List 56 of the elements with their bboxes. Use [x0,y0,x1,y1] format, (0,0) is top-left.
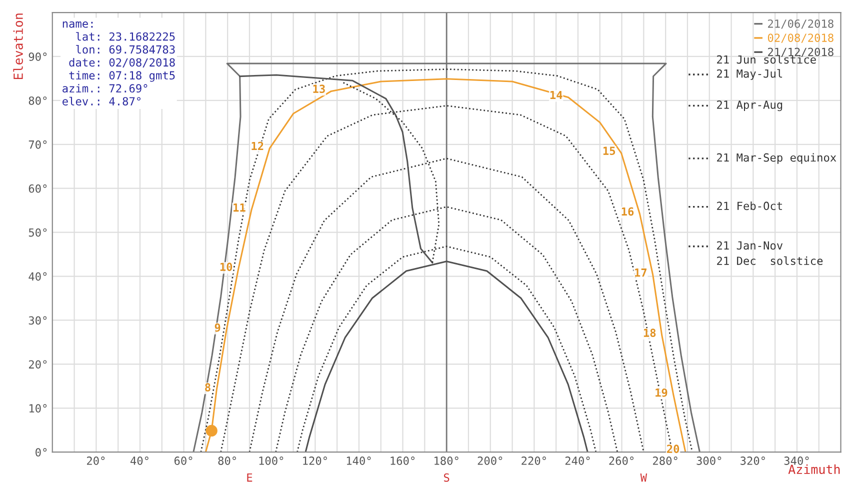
y-tick-label: 60° [28,184,47,193]
legend-label: 21/12/2018 [768,48,834,58]
x-tick-label: 140° [346,456,371,465]
legend-label: 21 Feb-Oct [717,201,782,210]
annotation: 11 [234,203,246,212]
x-tick-label: 20° [86,456,105,465]
y-tick-label: 50° [28,228,47,237]
x-tick-label: 300° [696,456,722,465]
y-tick-label: 70° [28,140,47,149]
annotation: 12 [252,142,264,150]
x-tick-label: 320° [740,456,765,465]
x-tick-label: 340° [784,456,809,465]
x-axis-title: Azimuth [788,464,840,474]
x-tick-label: 80° [218,456,236,465]
legend-label: 21 Jan-Nov [717,241,783,250]
annotation: E [247,474,252,482]
x-tick-label: 280° [653,456,678,465]
annotation: 10 [220,262,232,272]
annotation: 9 [214,323,220,332]
y-axis-title: Elevation [13,14,23,80]
annotation: S [444,473,450,482]
x-tick-label: 240° [565,456,590,465]
annotation: name: lat: 23.1682225 lon: 69.7584783 date: 02/08/2018 time: 07:18 gmt5 azim.: 72.69° elev.: 4.87° [62,21,175,106]
annotation: 8 [205,383,210,392]
x-tick-label: 220° [522,456,546,465]
legend-label: 02/08/2018 [768,34,834,43]
annotation: 20 [666,444,680,454]
annotation: 19 [656,388,668,397]
x-tick-label: 60° [174,456,192,465]
legend-label: 21/06/2018 [768,19,834,29]
x-tick-label: 160° [390,456,415,465]
annotation: 16 [622,207,634,216]
annotation: 17 [634,268,646,277]
y-tick-label: 20° [28,360,47,369]
x-tick-label: 260° [609,456,634,465]
x-tick-label: 180° [434,456,458,465]
y-tick-label: 10° [29,404,47,413]
x-tick-label: 40° [130,456,148,465]
x-tick-label: 200° [478,456,502,465]
annotation: 15 [603,146,616,156]
y-tick-label: 0° [36,448,47,457]
annotation: 21 Jun solstice [717,55,816,64]
annotation: 18 [644,328,656,338]
annotation: 21 Dec solstice [717,256,823,266]
legend-label: 21 Mar-Sep equinox [717,153,836,164]
y-tick-label: 80° [28,96,47,105]
legend-label: 21 Apr-Aug [717,100,782,112]
y-tick-label: 90° [28,52,47,61]
y-tick-label: 40° [28,272,47,281]
y-tick-label: 30° [28,316,47,325]
annotation: W [640,474,648,482]
annotation: 13 [313,84,325,94]
annotation: 14 [550,90,562,100]
x-tick-label: 120° [303,456,327,465]
x-tick-label: 100° [259,456,284,465]
legend-label: 21 May-Jul [717,69,782,80]
